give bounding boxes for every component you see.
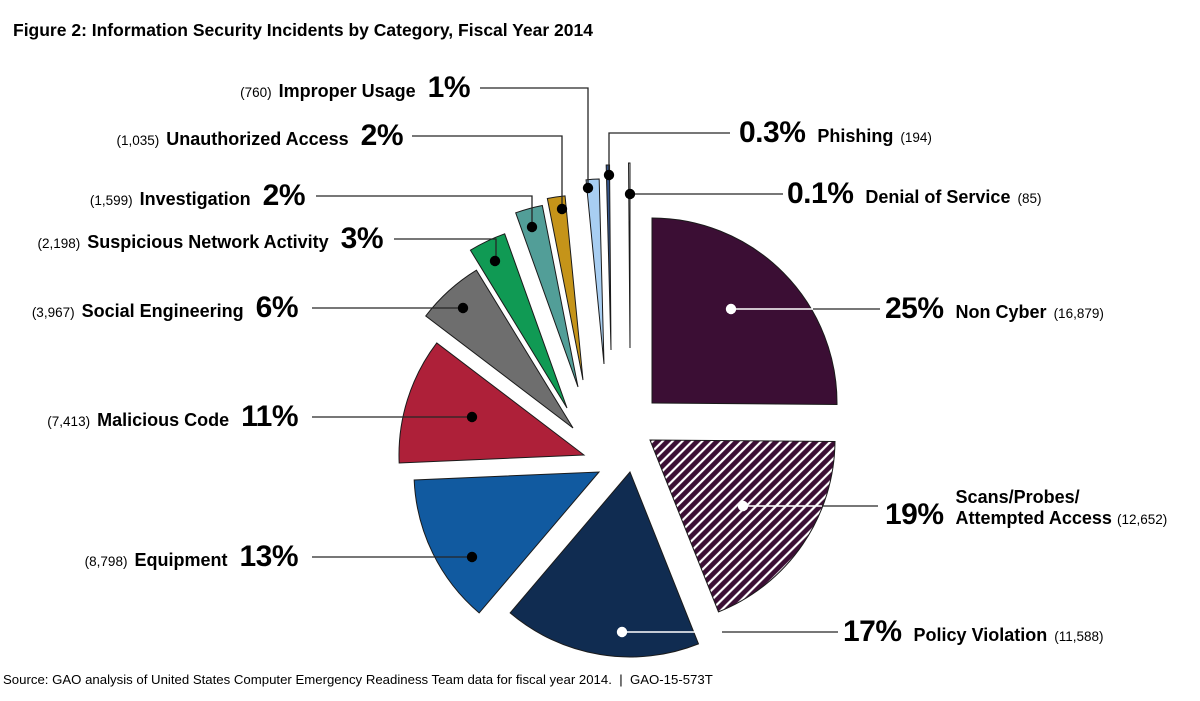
percent-investigation: 2% — [262, 179, 306, 212]
callout-dot-scans-probes-attempted-access — [737, 500, 749, 512]
category-non-cyber: Non Cyber — [955, 302, 1047, 322]
leader-line-suspicious-network-activity — [394, 238, 497, 256]
category-improper-usage: Improper Usage — [278, 81, 416, 101]
category-unauthorized-access: Unauthorized Access — [166, 129, 349, 149]
category-policy-violation: Policy Violation — [913, 625, 1048, 645]
percent-policy-violation: 17% — [843, 615, 902, 648]
callout-dot-phishing — [603, 169, 615, 181]
category-investigation: Investigation — [139, 189, 251, 209]
pie-slice-equipment — [413, 471, 601, 614]
leader-line-investigation — [316, 195, 533, 222]
callout-dot-investigation — [526, 221, 538, 233]
category-malicious-code: Malicious Code — [97, 410, 230, 430]
count-investigation: (1,599) — [89, 193, 133, 208]
callout-dot-malicious-code — [466, 411, 478, 423]
percent-suspicious-network-activity: 3% — [340, 222, 384, 255]
percent-improper-usage: 1% — [427, 71, 471, 104]
percent-unauthorized-access: 2% — [360, 119, 404, 152]
pie-slice-unauthorized-access — [546, 195, 584, 381]
source-note: Source: GAO analysis of United States Co… — [3, 672, 713, 687]
count-unauthorized-access: (1,035) — [116, 133, 160, 148]
percent-social-engineering: 6% — [255, 291, 299, 324]
category-social-engineering: Social Engineering — [81, 301, 244, 321]
pie-slice-malicious-code — [398, 342, 586, 464]
callout-scans-probes-attempted-access: 19% Scans/Probes/ Attempted Access (12,6… — [885, 487, 1167, 530]
callout-phishing: 0.3% Phishing (194) — [739, 116, 932, 150]
category-scans-probes: Scans/Probes/ Attempted Access (12,652) — [955, 487, 1168, 528]
callout-unauthorized-access: (1,035) Unauthorized Access 2% — [116, 119, 403, 153]
callout-equipment: (8,798) Equipment 13% — [84, 540, 299, 574]
callout-dot-improper-usage — [582, 182, 594, 194]
callout-suspicious-network-activity: (2,198) Suspicious Network Activity 3% — [37, 222, 383, 256]
count-improper-usage: (760) — [240, 85, 272, 100]
percent-denial-of-service: 0.1% — [787, 177, 854, 210]
pie-slice-phishing — [605, 164, 612, 351]
leader-line-unauthorized-access — [412, 135, 563, 204]
count-scans-probes: (12,652) — [1116, 512, 1168, 527]
callout-dot-denial-of-service — [624, 188, 636, 200]
pie-slice-scans-probes-attempted-access — [649, 439, 836, 613]
percent-phishing: 0.3% — [739, 116, 806, 149]
callout-malicious-code: (7,413) Malicious Code 11% — [47, 400, 298, 434]
callout-denial-of-service: 0.1% Denial of Service (85) — [787, 177, 1041, 211]
pie-slice-suspicious-network-activity — [469, 233, 568, 409]
pie-slice-denial-of-service — [628, 162, 631, 349]
callout-social-engineering: (3,967) Social Engineering 6% — [31, 291, 299, 325]
category-denial-of-service: Denial of Service — [865, 187, 1011, 207]
figure-title: Figure 2: Information Security Incidents… — [13, 20, 593, 40]
percent-non-cyber: 25% — [885, 292, 944, 325]
leader-line-phishing — [608, 132, 730, 171]
pie-slice-non-cyber — [651, 217, 838, 406]
leader-line-improper-usage — [480, 87, 589, 183]
callout-dot-unauthorized-access — [556, 203, 568, 215]
count-policy-violation: (11,588) — [1054, 629, 1104, 644]
callout-non-cyber: 25% Non Cyber (16,879) — [885, 292, 1104, 326]
callout-dot-non-cyber — [725, 303, 737, 315]
pie-slice-improper-usage — [585, 178, 605, 365]
pie-slice-investigation — [515, 204, 579, 388]
count-non-cyber: (16,879) — [1053, 306, 1104, 321]
category-suspicious-network-activity: Suspicious Network Activity — [87, 232, 329, 252]
percent-scans-probes: 19% — [885, 498, 944, 531]
count-social-engineering: (3,967) — [31, 305, 75, 320]
count-suspicious-network-activity: (2,198) — [37, 236, 81, 251]
count-equipment: (8,798) — [84, 554, 128, 569]
callout-investigation: (1,599) Investigation 2% — [89, 179, 306, 213]
count-denial-of-service: (85) — [1017, 191, 1042, 206]
callout-dot-social-engineering — [457, 302, 469, 314]
pie-slice-policy-violation — [509, 471, 700, 658]
callout-dot-policy-violation — [616, 626, 628, 638]
callout-improper-usage: (760) Improper Usage 1% — [240, 71, 470, 105]
callout-policy-violation: 17% Policy Violation (11,588) — [843, 615, 1104, 649]
category-phishing: Phishing — [817, 126, 894, 146]
callout-dot-equipment — [466, 551, 478, 563]
percent-malicious-code: 11% — [241, 400, 298, 433]
count-malicious-code: (7,413) — [47, 414, 91, 429]
percent-equipment: 13% — [239, 540, 298, 573]
category-equipment: Equipment — [134, 550, 228, 570]
count-phishing: (194) — [900, 130, 932, 145]
callout-dot-suspicious-network-activity — [489, 255, 501, 267]
